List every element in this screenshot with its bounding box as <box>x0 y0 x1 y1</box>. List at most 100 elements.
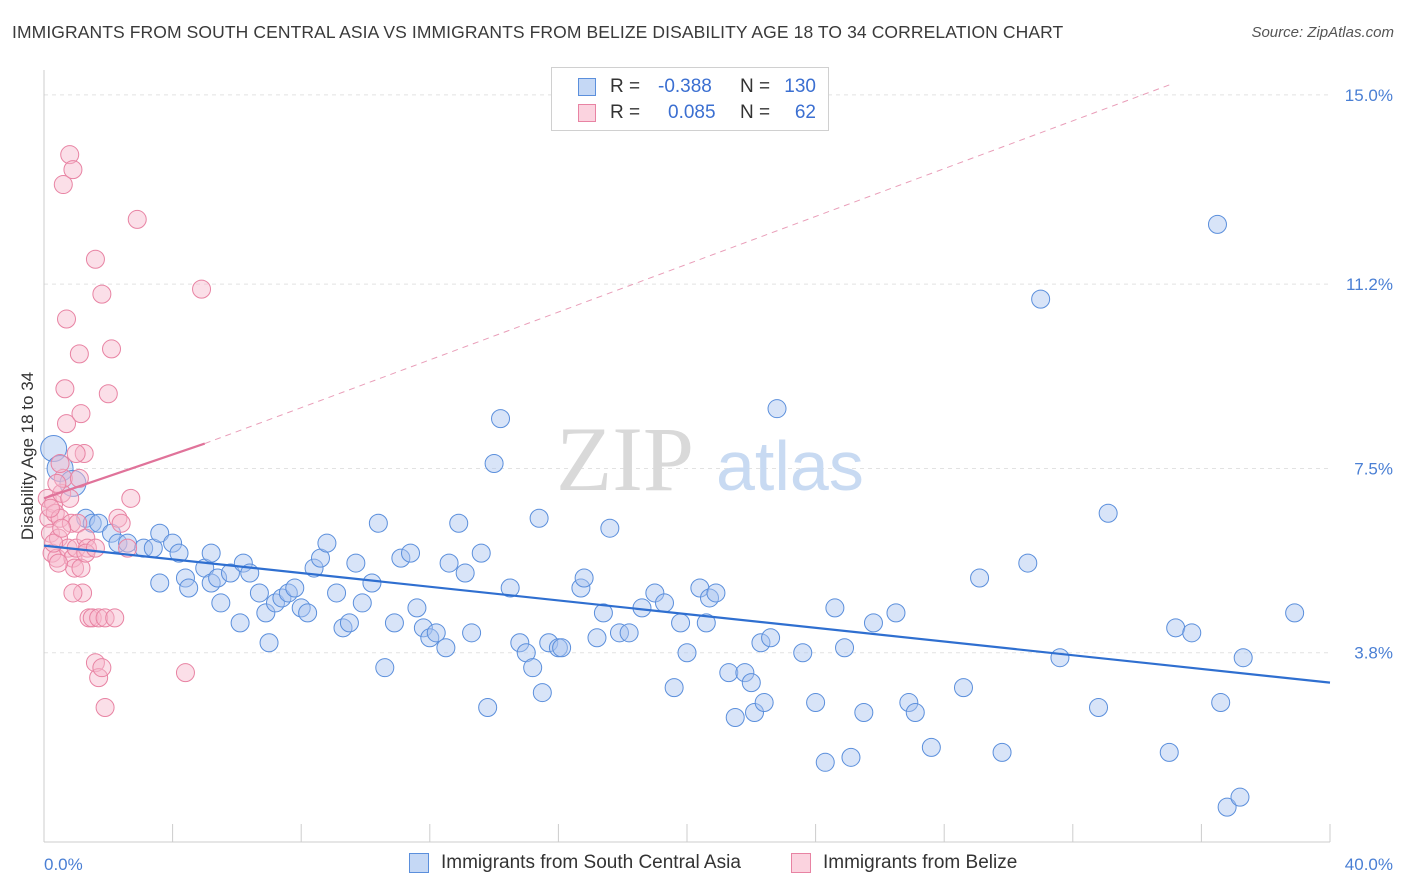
legend-n-label: N = <box>740 102 771 123</box>
point-south-central-asia <box>1230 787 1250 807</box>
point-south-central-asia <box>970 568 990 588</box>
point-south-central-asia <box>89 513 109 533</box>
x-tick-label: 40.0% <box>1345 855 1393 874</box>
point-south-central-asia <box>491 409 511 429</box>
point-south-central-asia <box>664 678 684 698</box>
point-south-central-asia <box>317 533 337 553</box>
point-south-central-asia <box>825 598 845 618</box>
point-south-central-asia <box>863 613 883 633</box>
point-south-central-asia <box>420 628 440 648</box>
point-belize <box>118 538 138 558</box>
point-south-central-asia <box>362 573 382 593</box>
point-south-central-asia <box>921 737 941 757</box>
point-south-central-asia <box>407 598 427 618</box>
point-south-central-asia <box>529 508 549 528</box>
legend-swatch-pink <box>578 104 596 122</box>
legend-r-label: R = <box>610 102 641 123</box>
point-south-central-asia <box>471 543 491 563</box>
legend-label-belize: Immigrants from Belize <box>823 852 1018 873</box>
point-south-central-asia <box>391 548 411 568</box>
point-south-central-asia <box>700 588 720 608</box>
point-belize <box>105 608 125 628</box>
axis-labels: 3.8% 7.5% 11.2% 15.0% 0.0% 40.0% Disability Ag… <box>18 86 1393 874</box>
point-south-central-asia <box>905 703 925 723</box>
point-south-central-asia <box>735 663 755 683</box>
point-belize <box>175 663 195 683</box>
point-belize <box>121 488 141 508</box>
point-south-central-asia <box>532 683 552 703</box>
point-south-central-asia <box>478 698 498 718</box>
point-south-central-asia <box>150 573 170 593</box>
x-tick-label: 0.0% <box>44 855 83 874</box>
correlation-legend: R = -0.388 N = 130 R = 0.085 N = 62 <box>551 67 829 131</box>
point-south-central-asia <box>436 638 456 658</box>
point-south-central-asia <box>285 578 305 598</box>
point-south-central-asia <box>510 633 530 653</box>
legend-item-south-central-asia: Immigrants from South Central Asia <box>409 852 741 874</box>
point-south-central-asia <box>1166 618 1186 638</box>
point-south-central-asia <box>600 518 620 538</box>
y-tick-label: 3.8% <box>1354 644 1393 663</box>
point-south-central-asia <box>265 593 285 613</box>
point-south-central-asia <box>806 693 826 713</box>
point-south-central-asia <box>439 553 459 573</box>
point-belize <box>98 384 118 404</box>
watermark-zip: ZIP <box>556 408 694 510</box>
point-belize <box>108 508 128 528</box>
point-south-central-asia <box>455 563 475 583</box>
point-south-central-asia <box>249 583 269 603</box>
point-south-central-asia <box>609 623 629 643</box>
legend-swatch-blue <box>578 78 596 96</box>
y-tick-label: 11.2% <box>1346 275 1393 294</box>
point-belize <box>53 175 73 195</box>
legend-item-belize: Immigrants from Belize <box>791 852 1017 874</box>
point-belize <box>92 658 112 678</box>
point-south-central-asia <box>426 623 446 643</box>
point-belize <box>48 553 68 573</box>
point-belize <box>52 518 72 538</box>
point-south-central-asia <box>304 558 324 578</box>
y-tick-label: 7.5% <box>1354 459 1393 478</box>
point-south-central-asia <box>706 583 726 603</box>
point-south-central-asia <box>211 593 231 613</box>
legend-n-value: 130 <box>784 76 816 97</box>
point-south-central-asia <box>201 543 221 563</box>
point-south-central-asia <box>539 633 559 653</box>
point-south-central-asia <box>854 703 874 723</box>
legend-label-south-central-asia: Immigrants from South Central Asia <box>441 852 741 873</box>
point-south-central-asia <box>725 707 745 727</box>
point-belize <box>76 528 96 548</box>
y-tick-label: 15.0% <box>1345 86 1393 105</box>
axes <box>43 70 1331 843</box>
point-south-central-asia <box>1098 503 1118 523</box>
watermark: ZIP atlas <box>556 408 864 510</box>
point-south-central-asia <box>761 628 781 648</box>
point-south-central-asia <box>150 523 170 543</box>
point-south-central-asia <box>1233 648 1253 668</box>
point-belize <box>61 513 81 533</box>
point-south-central-asia <box>1089 698 1109 718</box>
point-south-central-asia <box>179 578 199 598</box>
point-belize <box>74 444 94 464</box>
point-belize <box>73 583 93 603</box>
point-south-central-asia <box>841 747 861 767</box>
point-south-central-asia <box>327 583 347 603</box>
legend-row-belize: R = 0.085 N = 62 <box>552 100 816 126</box>
point-south-central-asia <box>230 613 250 633</box>
series-south-central-asia <box>40 214 1305 817</box>
point-south-central-asia <box>163 533 183 553</box>
point-belize <box>53 468 73 488</box>
point-south-central-asia <box>449 513 469 533</box>
point-south-central-asia <box>793 643 813 663</box>
point-south-central-asia <box>339 613 359 633</box>
point-south-central-asia <box>593 603 613 623</box>
point-south-central-asia <box>278 583 298 603</box>
legend-r-value: -0.388 <box>658 76 712 97</box>
series-belize <box>37 145 212 718</box>
point-south-central-asia <box>587 628 607 648</box>
point-south-central-asia <box>719 663 739 683</box>
point-south-central-asia <box>401 543 421 563</box>
point-south-central-asia <box>645 583 665 603</box>
point-south-central-asia <box>696 613 716 633</box>
point-south-central-asia <box>671 613 691 633</box>
